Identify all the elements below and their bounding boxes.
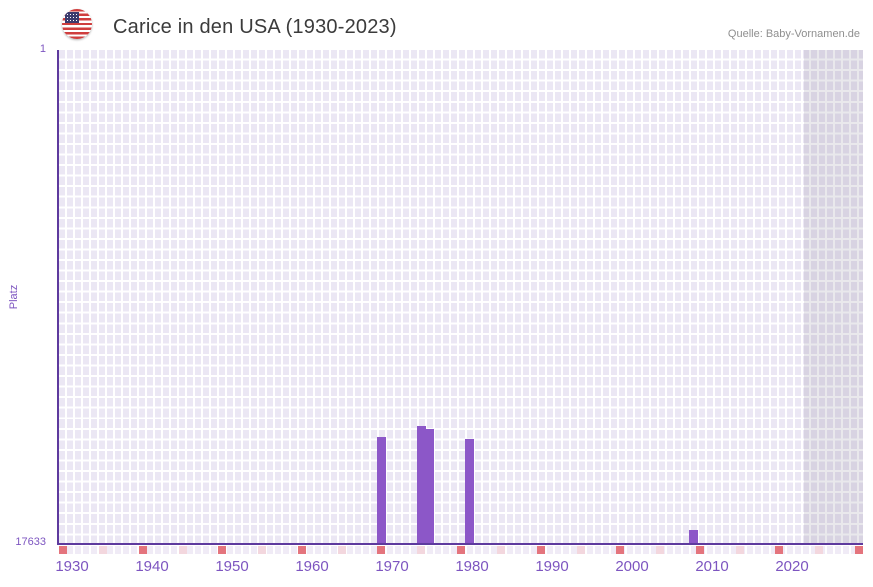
bar-1980	[464, 438, 474, 543]
decade-marker	[457, 546, 465, 554]
bar-1974	[416, 426, 426, 543]
x-tick-2010: 2010	[695, 558, 729, 575]
y-axis-title: Platz	[8, 284, 20, 310]
half-decade-marker	[258, 546, 267, 554]
x-tick-1960: 1960	[295, 558, 329, 575]
decade-marker	[536, 546, 545, 554]
decade-marker	[218, 546, 227, 554]
bar-1969	[376, 436, 386, 543]
bar-2008	[688, 530, 698, 543]
half-decade-marker	[99, 546, 107, 554]
future-shade-region	[804, 50, 863, 543]
us-flag-icon	[62, 9, 92, 39]
x-tick-1950: 1950	[215, 558, 249, 575]
x-tick-2020: 2020	[775, 558, 809, 575]
half-decade-marker	[417, 546, 426, 554]
decade-marker	[297, 546, 306, 554]
x-tick-1990: 1990	[535, 558, 569, 575]
decade-marker	[138, 546, 147, 554]
decade-marker	[775, 546, 784, 554]
y-tick-top: 1	[39, 43, 46, 55]
decade-marker	[377, 546, 386, 554]
x-tick-1980: 1980	[455, 558, 489, 575]
y-tick-bottom: 17633	[15, 536, 46, 548]
chart-title: Carice in den USA (1930-2023)	[113, 16, 397, 38]
x-tick-1940: 1940	[135, 558, 169, 575]
decade-marker	[695, 546, 704, 554]
x-tick-1970: 1970	[375, 558, 409, 575]
decade-marker	[855, 546, 863, 554]
decade-marker	[59, 546, 67, 554]
half-decade-marker	[337, 546, 346, 554]
us-flag-canton	[65, 11, 79, 23]
half-decade-marker	[735, 546, 744, 554]
plot-area	[57, 50, 863, 545]
axis-marker-row	[59, 546, 863, 554]
x-tick-2000: 2000	[615, 558, 649, 575]
half-decade-marker	[178, 546, 187, 554]
half-decade-marker	[576, 546, 585, 554]
decade-marker	[616, 546, 625, 554]
x-tick-1930: 1930	[55, 558, 89, 575]
half-decade-marker	[656, 546, 665, 554]
source-label: Quelle: Baby-Vornamen.de	[727, 28, 860, 40]
half-decade-marker	[497, 546, 505, 554]
half-decade-marker	[815, 546, 824, 554]
bar-1975	[424, 429, 434, 543]
